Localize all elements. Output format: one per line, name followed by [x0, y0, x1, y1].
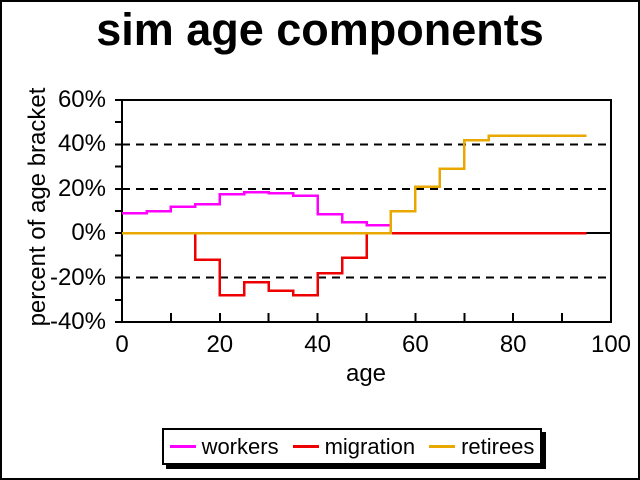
- y-tick-label: 40%: [57, 130, 106, 158]
- y-axis-title: percent of age bracket: [24, 87, 51, 327]
- legend-label: workers: [201, 433, 279, 459]
- legend-swatch-workers: [169, 445, 196, 448]
- legend-item-migration: migration: [292, 433, 416, 460]
- series-retirees: [122, 134, 587, 235]
- x-tick-label: 20: [206, 331, 234, 358]
- x-axis-title: age: [345, 360, 387, 387]
- plot-svg: [115, 99, 612, 323]
- series-migration: [122, 231, 587, 297]
- legend-item-workers: workers: [169, 433, 279, 460]
- legend-item-retirees: retirees: [429, 434, 534, 460]
- y-tick-label: 0%: [71, 219, 106, 247]
- chart-title: sim age components: [96, 4, 544, 55]
- legend-swatch-retirees: [429, 445, 456, 448]
- y-tick-label: 60%: [57, 86, 106, 113]
- y-tick-label: -20%: [49, 263, 106, 291]
- x-tick-label: 40: [304, 331, 331, 358]
- legend-swatch-migration: [292, 445, 319, 448]
- plot-border: [121, 99, 612, 323]
- x-tick-label: 80: [499, 331, 527, 358]
- legend-label: retirees: [461, 433, 535, 459]
- y-tick-label: -40%: [49, 308, 106, 335]
- y-tick-label: 20%: [57, 174, 106, 202]
- legend-box: workers migration retirees: [162, 428, 542, 465]
- x-tick-label: 0: [115, 331, 129, 358]
- legend-label: migration: [324, 433, 416, 459]
- x-tick-label: 60: [402, 331, 429, 358]
- series-workers: [122, 190, 587, 235]
- x-tick-label: 100: [590, 331, 632, 358]
